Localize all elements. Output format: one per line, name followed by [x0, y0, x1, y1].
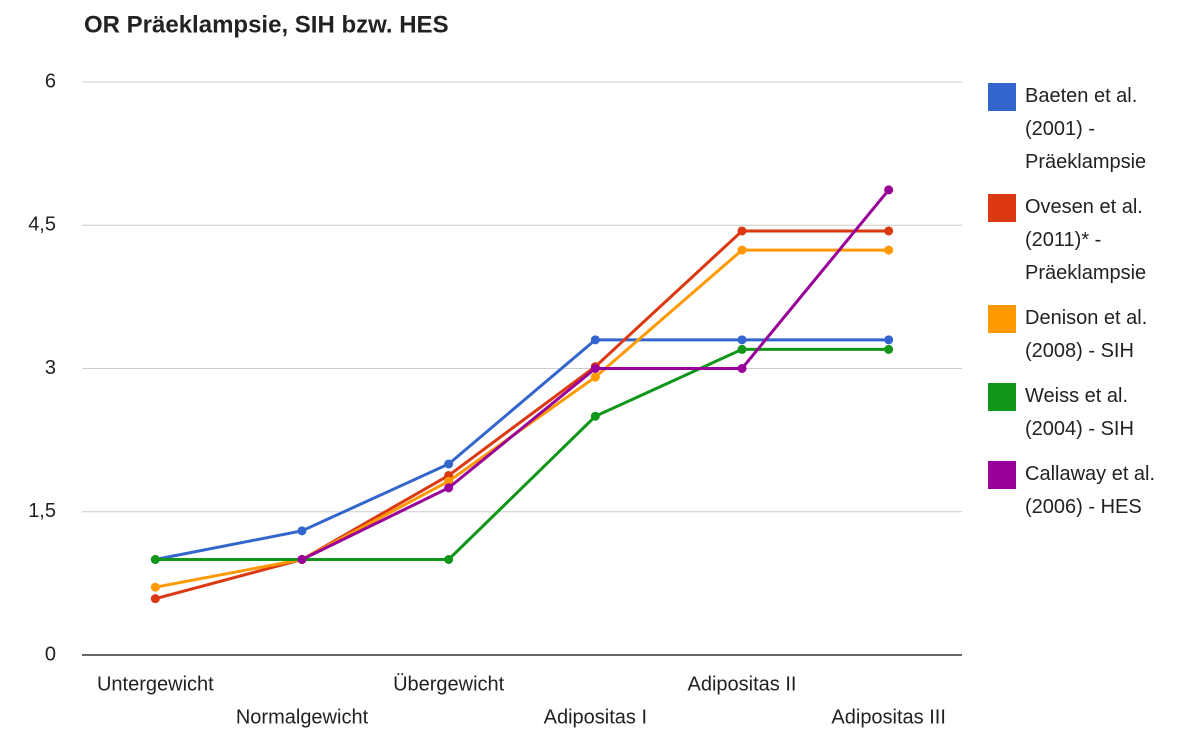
legend-label: Baeten et al. (2001) - Präeklampsie [1025, 85, 1147, 173]
legend-label: Denison et al. (2008) - SIH [1025, 307, 1148, 362]
y-tick-label: 0 [45, 643, 56, 665]
x-tick-label: Übergewicht [393, 673, 505, 695]
series-line [154, 229, 889, 601]
x-tick-label: Normalgewicht [236, 706, 369, 728]
data-point [444, 555, 454, 564]
data-point [737, 344, 747, 354]
legend-label: Ovesen et al. (2011)* - Präeklampsie [1025, 196, 1147, 284]
data-point [150, 582, 160, 592]
y-tick-label: 4,5 [28, 214, 56, 236]
data-point [297, 555, 307, 564]
y-tick-label: 1,5 [28, 500, 56, 522]
legend-entry: Denison et al. (2008) - SIH [988, 302, 1175, 368]
legend-swatch [988, 83, 1016, 111]
data-point [884, 185, 894, 195]
data-point [297, 526, 307, 536]
data-point [590, 335, 600, 345]
legend-entry: Baeten et al. (2001) - Präeklampsie [988, 80, 1175, 179]
data-point [444, 476, 454, 486]
data-point [150, 594, 160, 604]
legend-entry: Weiss et al. (2004) - SIH [988, 380, 1175, 446]
chart-title: OR Präeklampsie, SIH bzw. HES [84, 11, 449, 38]
legend-swatch [988, 194, 1016, 222]
legend-swatch [988, 461, 1016, 489]
data-point [884, 226, 894, 236]
y-tick-label: 6 [45, 70, 56, 92]
x-tick-label: Adipositas III [831, 706, 946, 728]
legend-swatch [988, 305, 1016, 333]
x-tick-label: Adipositas II [688, 673, 797, 695]
data-point [737, 364, 747, 373]
x-tick-label: Untergewicht [97, 673, 214, 695]
data-point [737, 335, 747, 345]
legend-entry: Ovesen et al. (2011)* - Präeklampsie [988, 191, 1175, 290]
data-point [884, 344, 894, 354]
data-point [737, 245, 747, 255]
data-point [590, 372, 600, 382]
x-tick-label: Adipositas I [544, 706, 647, 728]
legend-label: Callaway et al. (2006) - HES [1025, 463, 1156, 518]
data-point [884, 335, 894, 345]
y-tick-label: 3 [45, 357, 56, 379]
data-point [444, 459, 454, 469]
data-point [737, 226, 747, 236]
legend-swatch [988, 383, 1016, 411]
data-point [444, 483, 454, 493]
series-line [155, 347, 889, 561]
legend-entry: Callaway et al. (2006) - HES [988, 458, 1175, 524]
data-point [150, 555, 160, 564]
data-point [884, 245, 894, 255]
data-point [590, 411, 600, 421]
series-line [155, 338, 889, 561]
legend-label: Weiss et al. (2004) - SIH [1025, 385, 1134, 440]
legend: Baeten et al. (2001) - Präeklampsie Ovese… [988, 80, 1188, 536]
data-point [590, 364, 600, 373]
